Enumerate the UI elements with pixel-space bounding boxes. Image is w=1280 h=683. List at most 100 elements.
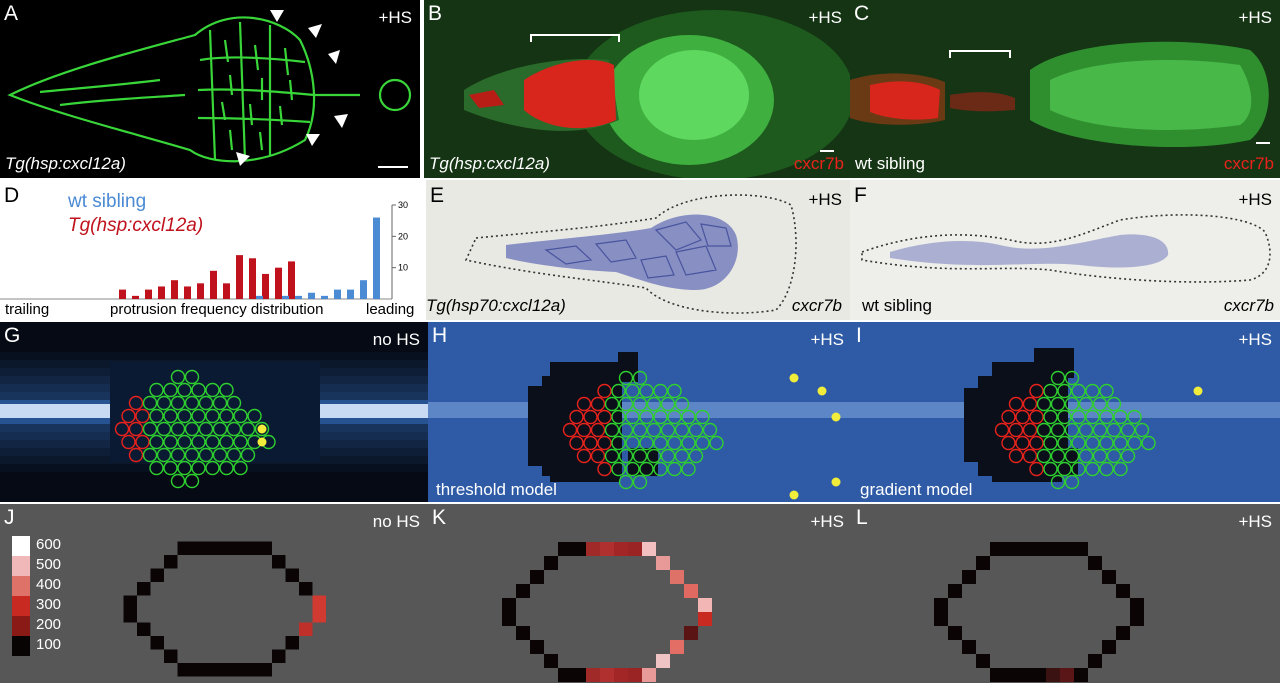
leading-cell <box>1071 461 1086 477</box>
heatmap-cell <box>177 663 191 677</box>
condition-label: +HS <box>810 330 844 349</box>
heatmap-cell <box>558 668 572 682</box>
heatmap-cell <box>962 570 976 584</box>
colorbar-tick: 300 <box>36 596 62 613</box>
panel-g: G no HS <box>0 322 428 502</box>
leading-cell <box>205 408 220 424</box>
heatmap-cell <box>614 668 628 682</box>
condition-label: +HS <box>808 8 842 27</box>
leading-cell <box>625 409 640 425</box>
leading-cell <box>695 409 710 425</box>
leading-cell <box>219 434 234 450</box>
simulation-no-hs <box>0 352 428 489</box>
leading-cell <box>667 435 682 451</box>
heatmap-cell <box>990 668 1004 682</box>
leading-cell <box>163 460 178 476</box>
condition-label: +HS <box>1238 512 1272 531</box>
heatmap-cell <box>164 555 178 569</box>
genotype-label: Tg(hsp:cxcl12a) <box>429 154 550 173</box>
leading-cell <box>184 473 200 489</box>
leading-cell <box>688 448 704 464</box>
leading-cell <box>1064 474 1080 490</box>
condition-label: no HS <box>372 330 420 349</box>
leading-cell <box>1106 448 1122 464</box>
heatmap-cell <box>312 609 326 623</box>
leading-cell <box>1050 474 1066 490</box>
heatmap-cell <box>137 582 151 596</box>
heatmap-cell <box>962 640 976 654</box>
leading-cell <box>184 447 200 463</box>
leading-cell <box>639 461 654 477</box>
leading-cell <box>632 448 648 464</box>
panel-label-i: I <box>856 324 862 347</box>
leading-cell <box>618 396 634 412</box>
leading-cell <box>142 395 158 411</box>
leading-cell <box>1036 396 1052 412</box>
bar-wt <box>308 292 315 299</box>
heatmap-cell <box>530 570 544 584</box>
leading-cell <box>1043 461 1058 477</box>
heatmap-cell <box>516 584 530 598</box>
heatmap-cell <box>600 668 614 682</box>
heatmap-cell <box>1074 542 1088 556</box>
marker-label: cxcr7b <box>793 154 844 173</box>
leading-cell <box>618 474 634 490</box>
heatmap-cell <box>586 542 600 556</box>
x-right-label: leading <box>366 301 415 318</box>
heatmap-cell <box>990 542 1004 556</box>
leading-cell <box>177 434 192 450</box>
leading-cell <box>170 421 186 437</box>
leading-cell <box>1071 383 1086 399</box>
leading-cell <box>177 460 192 476</box>
heatmap-cell <box>1018 668 1032 682</box>
leading-cell <box>688 422 704 438</box>
leading-cell <box>1120 422 1136 438</box>
bar-wt <box>373 217 380 299</box>
leading-cell <box>674 422 690 438</box>
trailing-cell <box>114 421 130 437</box>
leading-cell <box>653 435 668 451</box>
panel-k: K +HS <box>428 504 852 683</box>
leading-cell <box>212 395 228 411</box>
panel-e: E +HS Tg(hsp70:cxcl12a) cxcr7b <box>426 180 850 320</box>
leading-cell <box>233 434 248 450</box>
trailing-cell <box>128 421 144 437</box>
leading-cell <box>1078 422 1094 438</box>
depletion-block <box>964 388 984 462</box>
colorbar-tick: 600 <box>36 536 62 553</box>
bracket <box>530 34 620 42</box>
scale-bar <box>378 166 408 168</box>
genotype-label: wt sibling <box>855 154 925 173</box>
leading-cell <box>156 395 172 411</box>
leading-cell <box>625 461 640 477</box>
bar-tg <box>132 295 139 299</box>
leading-cell <box>170 447 186 463</box>
panel-j: J no HS 600 500 400 300 200 100 <box>0 504 428 683</box>
leading-cell <box>1092 396 1108 412</box>
leading-cell <box>163 382 178 398</box>
protrusion-marker <box>789 373 799 383</box>
depletion-block <box>528 386 548 466</box>
bar-wt <box>360 280 367 299</box>
leading-cell <box>653 461 668 477</box>
panel-label-d: D <box>4 184 20 207</box>
leading-cell <box>142 421 158 437</box>
heatmap-cell <box>312 595 326 609</box>
heatmap-cell <box>670 640 684 654</box>
heatmap-cell <box>1088 556 1102 570</box>
leading-cell <box>1071 435 1086 451</box>
leading-cell <box>1106 422 1122 438</box>
colorbar <box>12 536 30 656</box>
bar-tg <box>223 283 230 299</box>
bar-tg <box>288 261 295 299</box>
leading-cell <box>184 421 200 437</box>
leading-cell <box>625 435 640 451</box>
leading-cell <box>1113 409 1128 425</box>
y-tick-label: 20 <box>398 231 408 241</box>
trailing-cell <box>1029 435 1044 451</box>
heatmap-cell <box>123 609 137 623</box>
heatmap-cell <box>218 663 232 677</box>
panel-label-k: K <box>432 506 447 529</box>
leading-cell <box>156 421 172 437</box>
leading-cell <box>191 434 206 450</box>
